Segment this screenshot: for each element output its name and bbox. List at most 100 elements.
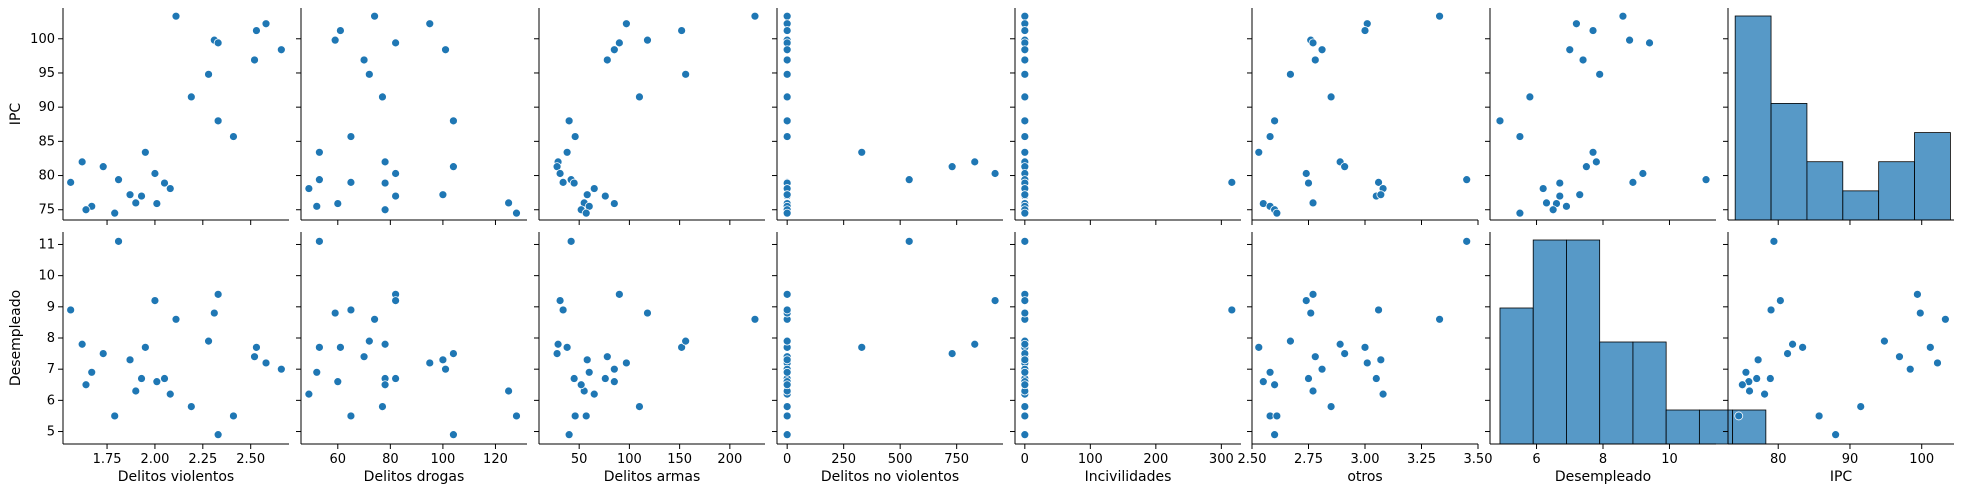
x-tick-label-otros-4: 3.50 [1464, 452, 1493, 467]
y-tick-label-ipc-2: 85 [38, 134, 55, 149]
scatter-point-r1-c7-6 [1895, 352, 1904, 362]
scatter-point-r0-c0-15 [114, 175, 123, 185]
scatter-point-r1-c3-14 [990, 296, 1000, 305]
scatter-point-r0-c6-11 [1588, 147, 1598, 157]
scatter-point-r0-c6-18 [1538, 184, 1548, 193]
scatter-point-r0-c2-8 [635, 92, 644, 102]
y-tick-label-desempleado-2: 7 [47, 362, 55, 377]
x-tick-label-noviolentos-3: 750 [944, 452, 969, 467]
scatter-point-r0-c6-6 [1578, 55, 1588, 65]
scatter-point-r1-c3-15 [904, 236, 914, 246]
scatter-point-r1-c7-23 [1741, 367, 1751, 377]
scatter-point-r1-c4-25 [1020, 411, 1030, 421]
scatter-point-r0-c0-7 [204, 69, 213, 79]
scatter-point-r1-c4-23 [1020, 367, 1030, 377]
scatter-point-r1-c7-10 [1814, 411, 1824, 421]
scatter-point-r1-c1-7 [364, 336, 374, 346]
scatter-point-r1-c2-3 [643, 308, 652, 318]
scatter-point-r1-c1-23 [312, 367, 322, 377]
scatter-point-r1-c5-4 [1308, 289, 1318, 299]
scatter-point-r1-c2-12 [553, 339, 563, 349]
x-tick-label-armas-2: 150 [667, 452, 692, 467]
scatter-point-r0-c3-13 [947, 162, 957, 172]
scatter-point-r0-c6-3 [1625, 35, 1634, 45]
x-axis-title-drogas: Delitos drogas [364, 469, 465, 485]
scatter-point-r0-c2-17 [569, 178, 579, 188]
hist-bar-ipc-5 [1914, 132, 1951, 221]
scatter-point-r0-c1-7 [364, 69, 374, 79]
scatter-point-r0-c0-25 [110, 208, 120, 218]
scatter-point-r1-c0-20 [125, 355, 135, 365]
scatter-point-r0-c1-15 [314, 175, 324, 185]
scatter-point-r0-c1-13 [449, 162, 458, 172]
scatter-point-r1-c0-13 [98, 349, 108, 358]
scatter-point-r0-c0-4 [213, 38, 223, 48]
scatter-point-r0-c0-5 [276, 45, 286, 55]
scatter-point-r1-c2-5 [609, 364, 619, 374]
scatter-point-r0-c3-2 [782, 26, 792, 35]
scatter-point-r0-c0-2 [252, 26, 261, 35]
x-tick-label-desempleado-0: 6 [1532, 452, 1540, 467]
scatter-point-r1-c2-13 [552, 349, 562, 358]
scatter-point-r0-c3-9 [782, 116, 792, 126]
scatter-point-r0-c2-4 [614, 38, 624, 48]
scatter-point-r1-c4-20 [1020, 355, 1030, 365]
scatter-point-r1-c7-21 [1745, 386, 1754, 396]
x-axis-title-noviolentos: Delitos no violentos [821, 469, 959, 485]
scatter-point-r1-c3-20 [782, 355, 792, 365]
scatter-point-r1-c0-7 [204, 336, 213, 346]
scatter-point-r1-c4-9 [1020, 430, 1030, 440]
scatter-point-r0-c1-0 [370, 11, 379, 21]
scatter-point-r1-c7-18 [1760, 389, 1769, 399]
scatter-point-r0-c1-6 [359, 55, 369, 65]
scatter-point-r0-c0-0 [171, 11, 181, 21]
scatter-point-r1-c2-8 [635, 402, 644, 411]
x-tick-label-noviolentos-1: 250 [831, 452, 856, 467]
scatter-point-r0-c5-11 [1254, 147, 1264, 157]
scatter-point-r1-c5-17 [1304, 374, 1313, 383]
scatter-point-r1-c1-19 [391, 374, 401, 383]
scatter-point-r1-c1-1 [425, 358, 435, 368]
scatter-point-r0-c5-25 [1272, 208, 1282, 218]
y-tick-label-ipc-1: 80 [38, 169, 55, 184]
scatter-point-r1-c0-18 [165, 389, 175, 399]
scatter-point-r0-c5-17 [1304, 178, 1313, 188]
x-tick-label-otros-3: 3.25 [1407, 452, 1436, 467]
scatter-point-r0-c0-17 [160, 178, 169, 188]
scatter-point-r0-c5-6 [1310, 55, 1320, 65]
scatter-point-r0-c0-14 [150, 169, 160, 178]
scatter-point-r0-c1-18 [304, 184, 314, 193]
scatter-point-r0-c6-5 [1565, 45, 1575, 55]
scatter-point-r1-c2-17 [569, 374, 579, 383]
x-tick-label-ipc-1: 90 [1842, 452, 1859, 467]
scatter-point-r0-c0-6 [250, 55, 259, 65]
scatter-point-r1-c5-14 [1301, 296, 1311, 305]
scatter-point-r0-c6-2 [1588, 26, 1598, 35]
scatter-point-r0-c4-20 [1020, 190, 1030, 200]
scatter-point-r1-c0-8 [186, 402, 196, 411]
scatter-point-r1-c3-4 [782, 289, 792, 299]
scatter-point-r1-c7-15 [1769, 236, 1779, 246]
scatter-point-r0-c0-20 [125, 190, 135, 200]
x-tick-label-desempleado-1: 8 [1599, 452, 1607, 467]
scatter-point-r0-c4-0 [1020, 11, 1030, 21]
scatter-point-r0-c5-0 [1435, 11, 1444, 21]
x-axis-title-incivilidades: Incivilidades [1085, 469, 1172, 485]
scatter-point-r0-c0-22 [152, 199, 162, 208]
x-tick-label-noviolentos-2: 500 [888, 452, 913, 467]
scatter-point-r1-c7-4 [1913, 289, 1922, 299]
scatter-point-r1-c7-9 [1831, 430, 1841, 440]
x-tick-label-armas-1: 100 [617, 452, 642, 467]
x-tick-label-violentos-1: 2.00 [140, 452, 169, 467]
scatter-point-r1-c5-3 [1306, 308, 1316, 318]
scatter-point-r0-c2-0 [750, 11, 760, 21]
x-tick-label-incivilidades-1: 100 [1078, 452, 1103, 467]
scatter-point-r0-c4-9 [1020, 116, 1030, 126]
scatter-point-r1-c0-24 [81, 380, 91, 390]
scatter-point-r0-c2-9 [564, 116, 574, 126]
scatter-point-r1-c1-6 [359, 352, 369, 362]
scatter-point-r1-c1-24 [380, 380, 390, 390]
scatter-point-r1-c1-2 [336, 342, 345, 352]
scatter-point-r1-c2-7 [681, 336, 691, 346]
scatter-point-r0-c1-1 [425, 19, 435, 29]
